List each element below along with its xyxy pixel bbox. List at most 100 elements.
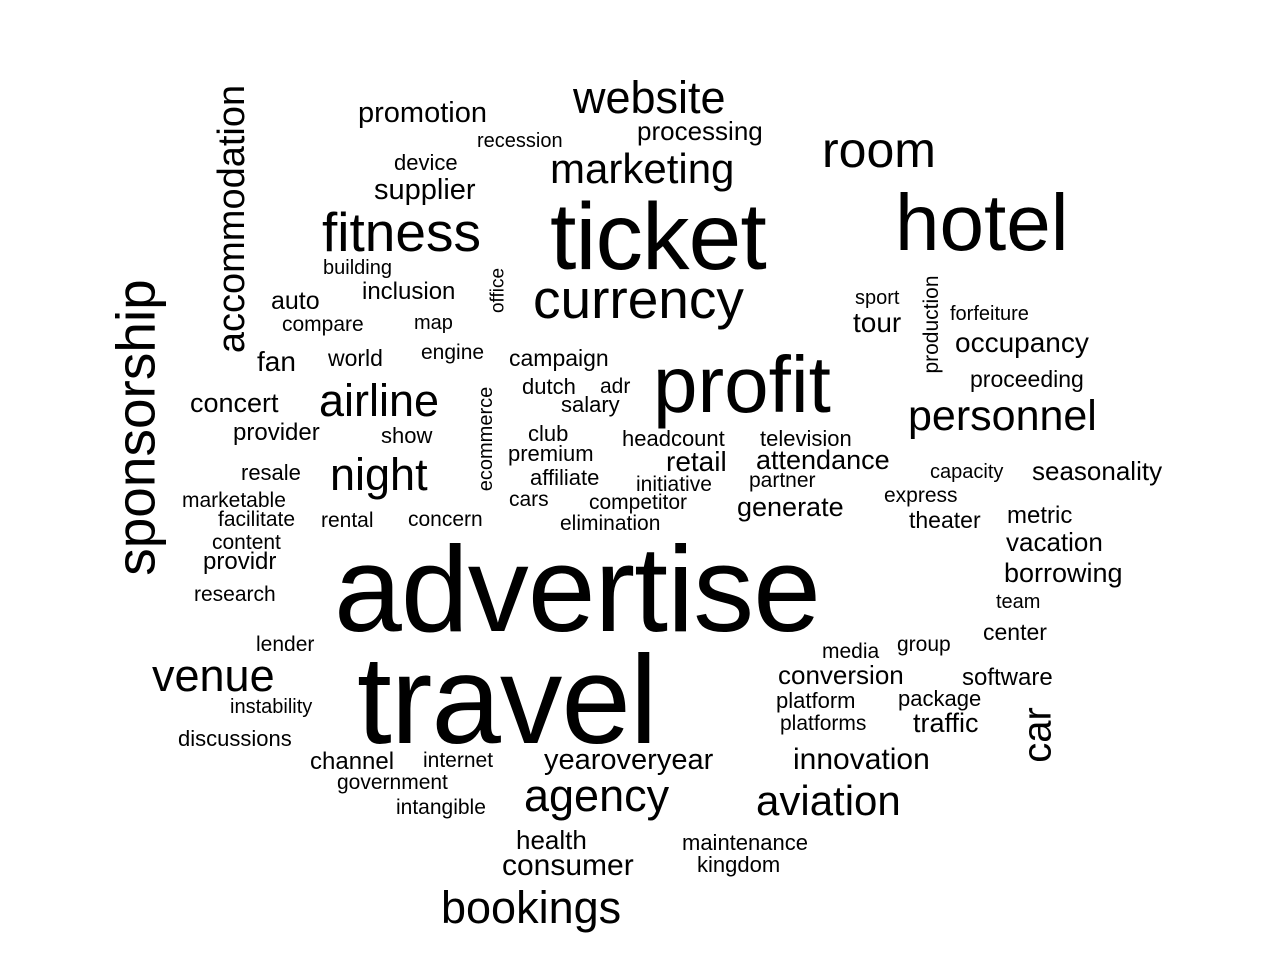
word-aviation: aviation — [756, 777, 901, 824]
word-generate: generate — [737, 492, 844, 522]
word-resale: resale — [241, 460, 301, 485]
word-yearoveryear: yearoveryear — [544, 744, 714, 776]
word-website: website — [573, 72, 726, 123]
word-headcount: headcount — [622, 426, 725, 451]
word-dutch: dutch — [522, 374, 576, 399]
word-profit: profit — [653, 340, 831, 429]
word-personnel: personnel — [908, 392, 1097, 440]
word-providr: providr — [203, 548, 277, 575]
word-affiliate: affiliate — [530, 465, 600, 490]
word-premium: premium — [508, 441, 594, 466]
word-research: research — [194, 583, 276, 606]
word-occupancy: occupancy — [955, 327, 1089, 358]
word-sponsorship: sponsorship — [104, 279, 167, 576]
word-marketing: marketing — [550, 145, 735, 192]
word-internet: internet — [423, 749, 494, 772]
word-team: team — [996, 591, 1041, 613]
word-health: health — [516, 825, 587, 855]
word-discussions: discussions — [178, 726, 292, 751]
word-processing: processing — [637, 116, 763, 146]
word-provider: provider — [233, 419, 320, 446]
word-production: production — [920, 275, 943, 374]
word-traffic: traffic — [913, 708, 979, 738]
word-world: world — [328, 345, 383, 371]
word-platforms: platforms — [780, 712, 867, 735]
word-travel: travel — [357, 631, 658, 770]
word-airline: airline — [319, 375, 440, 426]
word-club: club — [528, 421, 569, 446]
word-ecommerce: ecommerce — [475, 386, 497, 492]
word-compare: compare — [282, 313, 364, 336]
word-retail: retail — [666, 446, 727, 477]
word-supplier: supplier — [374, 174, 476, 206]
word-room: room — [822, 122, 936, 178]
word-tour: tour — [853, 307, 902, 338]
word-proceeding: proceeding — [970, 366, 1084, 392]
word-government: government — [337, 771, 448, 794]
word-currency: currency — [533, 268, 744, 330]
word-ticket: ticket — [550, 184, 767, 290]
word-instability: instability — [230, 696, 313, 718]
word-elimination: elimination — [560, 512, 661, 535]
word-television: television — [760, 426, 852, 451]
word-auto: auto — [271, 287, 320, 315]
word-concert: concert — [190, 388, 279, 418]
word-capacity: capacity — [930, 461, 1004, 483]
word-express: express — [884, 484, 958, 507]
word-media: media — [822, 640, 880, 663]
word-channel: channel — [310, 748, 395, 775]
word-device: device — [394, 150, 458, 175]
word-attendance: attendance — [756, 445, 890, 475]
word-software: software — [962, 664, 1053, 691]
word-salary: salary — [561, 392, 620, 417]
word-building: building — [323, 257, 392, 279]
word-rental: rental — [321, 509, 374, 532]
word-campaign: campaign — [509, 345, 609, 371]
word-competitor: competitor — [589, 491, 688, 514]
word-conversion: conversion — [778, 660, 904, 690]
word-adr: adr — [600, 375, 631, 398]
word-car: car — [1015, 707, 1060, 763]
word-vacation: vacation — [1006, 527, 1103, 557]
word-intangible: intangible — [396, 796, 486, 819]
word-fitness: fitness — [322, 201, 481, 263]
word-metric: metric — [1007, 502, 1073, 529]
word-platform: platform — [776, 688, 856, 713]
word-lender: lender — [256, 633, 315, 656]
word-package: package — [898, 686, 982, 711]
word-initiative: initiative — [636, 473, 712, 496]
word-advertise: advertise — [334, 521, 821, 657]
word-cars: cars — [509, 488, 549, 511]
word-innovation: innovation — [793, 743, 930, 776]
word-office: office — [487, 267, 509, 314]
word-hotel: hotel — [895, 178, 1069, 267]
word-kingdom: kingdom — [697, 852, 781, 877]
word-partner: partner — [749, 469, 816, 492]
word-group: group — [897, 633, 951, 656]
word-borrowing: borrowing — [1004, 558, 1123, 588]
word-maintenance: maintenance — [682, 830, 808, 855]
word-consumer: consumer — [502, 849, 634, 882]
word-promotion: promotion — [358, 97, 487, 129]
word-facilitate: facilitate — [218, 508, 296, 531]
word-seasonality: seasonality — [1032, 456, 1163, 486]
word-sport: sport — [855, 287, 900, 309]
word-theater: theater — [909, 507, 981, 533]
word-night: night — [330, 449, 428, 500]
word-recession: recession — [477, 130, 563, 152]
word-content: content — [212, 531, 281, 554]
word-accommodation: accommodation — [211, 84, 253, 354]
word-show: show — [381, 423, 433, 448]
word-venue: venue — [152, 650, 275, 701]
word-marketable: marketable — [182, 489, 286, 512]
word-bookings: bookings — [441, 882, 622, 933]
word-engine: engine — [421, 341, 485, 364]
word-center: center — [983, 619, 1047, 645]
word-forfeiture: forfeiture — [950, 303, 1029, 325]
word-concern: concern — [408, 508, 483, 531]
word-fan: fan — [257, 346, 296, 377]
word-agency: agency — [524, 770, 670, 821]
word-inclusion: inclusion — [362, 278, 456, 305]
word-map: map — [414, 312, 453, 334]
